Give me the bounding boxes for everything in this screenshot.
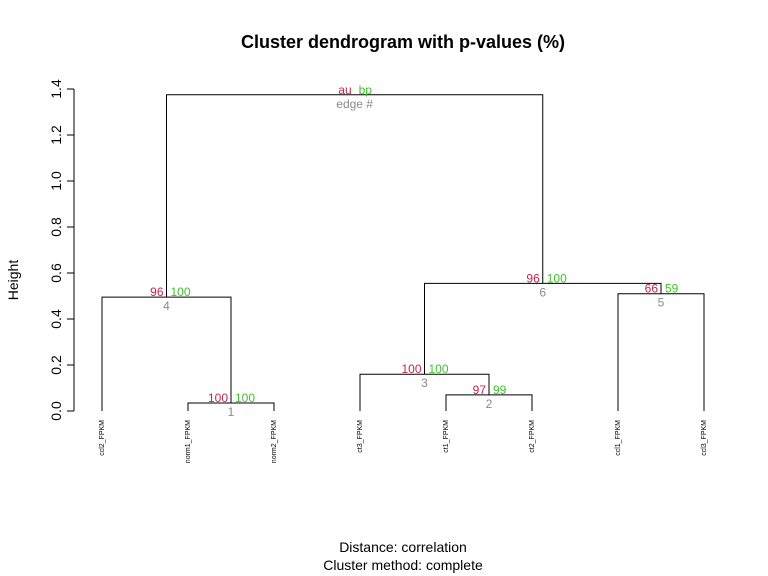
dendrogram-branches (101, 94, 705, 411)
leaf-label: ct1_FPKM (443, 420, 450, 453)
edge-number: edge # (336, 97, 373, 111)
bp-value: 100 (547, 271, 567, 285)
y-tick-label: 1.2 (48, 125, 64, 145)
au-value: 97 (473, 383, 487, 397)
bp-value: 100 (429, 362, 449, 376)
edge-number: 5 (658, 296, 665, 310)
y-tick-label: 1.4 (48, 79, 64, 99)
au-value: 96 (526, 271, 540, 285)
edge-number: 4 (163, 299, 170, 313)
au-value: 66 (645, 282, 659, 296)
y-tick-label: 0.4 (48, 309, 64, 329)
distance-caption: Distance: correlation (339, 539, 467, 555)
edge-number: 6 (539, 285, 546, 299)
edge-number: 1 (228, 405, 235, 419)
branch-merge-edge (166, 94, 544, 298)
bp-value: 99 (493, 383, 507, 397)
edge-number: 3 (421, 376, 428, 390)
leaf-label: ct3_FPKM (357, 420, 364, 453)
y-tick-label: 0.8 (48, 217, 64, 237)
leaf-label: ccl2_FPKM (99, 420, 106, 456)
bp-value: bp (359, 83, 373, 97)
au-value: 100 (208, 391, 228, 405)
edge-number: 2 (486, 397, 493, 411)
y-axis: 0.0 0.2 0.4 0.6 0.8 1.0 1.2 1.4 (48, 79, 75, 421)
leaf-labels: ccl2_FPKM norm1_FPKM norm2_FPKM ct3_FPKM ct1… (99, 420, 708, 463)
au-value: 96 (150, 285, 164, 299)
leaf-label: ccl3_FPKM (701, 420, 708, 456)
leaf-label: ct2_FPKM (529, 420, 536, 453)
method-caption: Cluster method: complete (323, 557, 483, 573)
branch-merge-5 (617, 293, 705, 411)
y-tick-label: 0.6 (48, 263, 64, 283)
bp-value: 59 (665, 282, 679, 296)
y-tick-label: 1.0 (48, 171, 64, 191)
bp-value: 100 (235, 391, 255, 405)
au-value: 100 (401, 362, 421, 376)
bp-value: 100 (171, 285, 191, 299)
chart-title: Cluster dendrogram with p-values (%) (241, 32, 565, 52)
y-axis-label: Height (5, 260, 21, 301)
leaf-label: ccl1_FPKM (615, 420, 622, 456)
au-value: au (338, 83, 351, 97)
y-tick-label: 0.2 (48, 355, 64, 375)
leaf-label: norm1_FPKM (185, 420, 192, 463)
y-tick-label: 0.0 (48, 401, 64, 421)
leaf-label: norm2_FPKM (271, 420, 278, 463)
